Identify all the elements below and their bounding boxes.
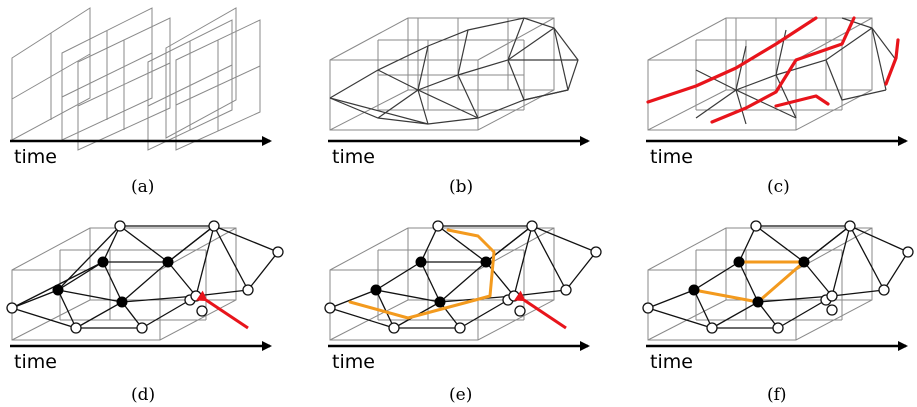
node-open bbox=[826, 290, 838, 302]
time-axis-label: time bbox=[650, 351, 693, 373]
trajectory-1 bbox=[646, 16, 818, 104]
time-plane-5 bbox=[165, 7, 237, 139]
node-open bbox=[844, 220, 856, 232]
red-pointer-arrow bbox=[196, 290, 249, 330]
space-time-boxes bbox=[647, 17, 873, 131]
panel-c: time (c) bbox=[646, 16, 908, 197]
node-open bbox=[526, 220, 538, 232]
node-open bbox=[826, 304, 838, 316]
time-plane-2 bbox=[61, 7, 153, 141]
space-time-boxes bbox=[647, 227, 873, 341]
node-filled bbox=[752, 296, 764, 308]
highlighted-trajectories bbox=[646, 16, 900, 124]
graph-nodes bbox=[6, 220, 284, 334]
node-open bbox=[272, 246, 284, 258]
time-plane-3 bbox=[77, 17, 171, 151]
node-filled bbox=[688, 284, 700, 296]
panel-d: time (d) bbox=[6, 220, 284, 405]
trajectory-2 bbox=[710, 16, 856, 124]
time-axis-label: time bbox=[14, 146, 57, 168]
node-open bbox=[136, 322, 148, 334]
graph-edges bbox=[647, 224, 909, 329]
node-open bbox=[190, 290, 202, 302]
trajectory-3 bbox=[774, 94, 830, 108]
graph-edges bbox=[11, 224, 280, 329]
node-open bbox=[508, 290, 520, 302]
node-filled bbox=[162, 256, 174, 268]
orange-path bbox=[348, 228, 496, 320]
node-open bbox=[878, 284, 890, 296]
space-time-boxes bbox=[11, 227, 237, 341]
panel-f: time (f) bbox=[642, 220, 914, 405]
node-open bbox=[706, 322, 718, 334]
orange-cycle bbox=[692, 260, 806, 304]
time-axis-label: time bbox=[332, 351, 375, 373]
node-open bbox=[196, 305, 208, 317]
panel-b: time (b) bbox=[328, 17, 590, 197]
node-filled bbox=[480, 256, 492, 268]
space-time-boxes bbox=[329, 17, 555, 131]
panel-caption: (f) bbox=[767, 385, 787, 405]
node-filled bbox=[116, 296, 128, 308]
node-open bbox=[560, 284, 572, 296]
node-filled bbox=[798, 256, 810, 268]
panel-e: time (e) bbox=[324, 220, 602, 405]
time-plane-4 bbox=[147, 19, 233, 151]
graph-nodes bbox=[324, 220, 602, 334]
panel-caption: (c) bbox=[767, 177, 790, 197]
node-open bbox=[6, 302, 18, 314]
node-open bbox=[902, 246, 914, 258]
red-pointer-arrow bbox=[514, 290, 567, 330]
panel-caption: (e) bbox=[449, 385, 472, 405]
panel-caption: (b) bbox=[449, 177, 473, 197]
mesh-edges bbox=[695, 17, 897, 125]
node-filled bbox=[370, 284, 382, 296]
node-filled bbox=[97, 256, 109, 268]
panel-a: time (a) bbox=[10, 7, 272, 197]
time-axis-label: time bbox=[14, 351, 57, 373]
node-filled bbox=[52, 284, 64, 296]
node-open bbox=[454, 322, 466, 334]
node-filled bbox=[434, 296, 446, 308]
panel-caption: (d) bbox=[131, 385, 155, 405]
mesh-edges bbox=[329, 17, 579, 125]
time-plane-6 bbox=[175, 19, 261, 151]
frame-planes bbox=[11, 7, 261, 151]
node-open bbox=[242, 284, 254, 296]
graph-nodes bbox=[642, 220, 914, 334]
time-axis-label: time bbox=[650, 146, 693, 168]
node-open bbox=[590, 246, 602, 258]
node-open bbox=[70, 322, 82, 334]
node-filled bbox=[415, 256, 427, 268]
time-axis-label: time bbox=[332, 146, 375, 168]
node-open bbox=[388, 322, 400, 334]
trajectory-4 bbox=[884, 38, 900, 86]
space-time-boxes bbox=[329, 227, 555, 341]
time-plane-1 bbox=[11, 7, 91, 141]
panel-caption: (a) bbox=[131, 177, 154, 197]
node-open bbox=[208, 220, 220, 232]
node-open bbox=[432, 220, 444, 232]
node-open bbox=[114, 220, 126, 232]
node-open bbox=[324, 302, 336, 314]
node-open bbox=[642, 302, 654, 314]
graph-edges bbox=[329, 224, 598, 329]
node-open bbox=[514, 305, 526, 317]
node-filled bbox=[733, 256, 745, 268]
node-open bbox=[772, 322, 784, 334]
node-open bbox=[750, 220, 762, 232]
